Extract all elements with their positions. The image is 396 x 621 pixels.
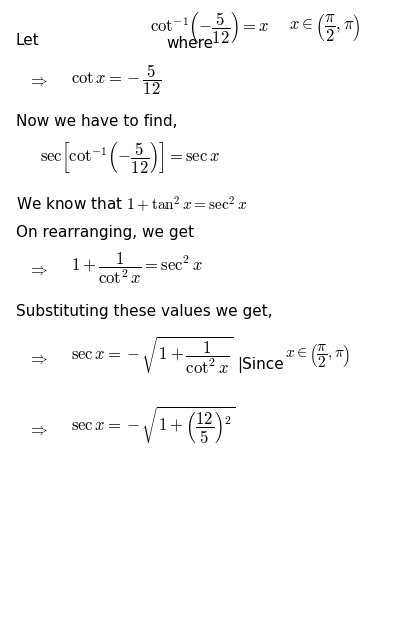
Text: Let: Let — [16, 33, 40, 48]
Text: $\cot^{-1}\!\left(-\dfrac{5}{12}\right) = x$: $\cot^{-1}\!\left(-\dfrac{5}{12}\right) … — [150, 11, 270, 45]
Text: Now we have to find,: Now we have to find, — [16, 114, 177, 129]
Text: $\sec x = -\sqrt{1 + \dfrac{1}{\cot^{2} x}}$: $\sec x = -\sqrt{1 + \dfrac{1}{\cot^{2} … — [71, 335, 234, 376]
Text: $\sec x = -\sqrt{1 + \left(\dfrac{12}{5}\right)^{2}}$: $\sec x = -\sqrt{1 + \left(\dfrac{12}{5}… — [71, 405, 236, 446]
Text: Substituting these values we get,: Substituting these values we get, — [16, 304, 272, 319]
Text: where: where — [166, 36, 213, 51]
Text: $x \in \left(\dfrac{\pi}{2}, \pi\right)$: $x \in \left(\dfrac{\pi}{2}, \pi\right)$ — [289, 12, 361, 43]
Text: $x \in \left(\dfrac{\pi}{2}, \pi\right)$: $x \in \left(\dfrac{\pi}{2}, \pi\right)$ — [285, 342, 350, 369]
Text: On rearranging, we get: On rearranging, we get — [16, 225, 194, 240]
Text: $\Rightarrow$: $\Rightarrow$ — [28, 72, 48, 89]
Text: $\sec\!\left[\cot^{-1}\!\left(-\dfrac{5}{12}\right)\right] = \sec x$: $\sec\!\left[\cot^{-1}\!\left(-\dfrac{5}… — [40, 139, 219, 175]
Text: $\Rightarrow$: $\Rightarrow$ — [28, 261, 48, 279]
Text: $\Rightarrow$: $\Rightarrow$ — [28, 350, 48, 368]
Text: $\cot x = -\dfrac{5}{12}$: $\cot x = -\dfrac{5}{12}$ — [71, 62, 162, 97]
Text: We know that $1 + \tan^{2} x = \sec^{2} x$: We know that $1 + \tan^{2} x = \sec^{2} … — [16, 194, 247, 214]
Text: |Since: |Since — [238, 356, 284, 373]
Text: $\Rightarrow$: $\Rightarrow$ — [28, 421, 48, 438]
Text: $1 + \dfrac{1}{\cot^{2} x} = \sec^{2} x$: $1 + \dfrac{1}{\cot^{2} x} = \sec^{2} x$ — [71, 250, 203, 286]
